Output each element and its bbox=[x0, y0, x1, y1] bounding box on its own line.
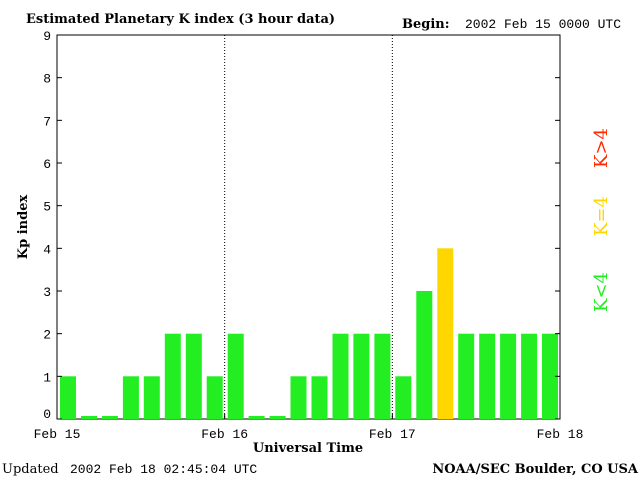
bar bbox=[311, 376, 328, 419]
begin-label: Begin: bbox=[402, 17, 450, 32]
bar bbox=[227, 333, 244, 419]
bar bbox=[290, 376, 307, 419]
bar bbox=[332, 333, 349, 419]
y-tick-label: 1 bbox=[43, 370, 51, 385]
bar bbox=[185, 333, 202, 419]
credit: NOAA/SEC Boulder, CO USA bbox=[432, 462, 639, 477]
y-tick-label: 7 bbox=[43, 114, 51, 129]
begin-value: 2002 Feb 15 0000 UTC bbox=[465, 17, 621, 32]
bar bbox=[500, 333, 517, 419]
bar bbox=[206, 376, 223, 419]
bar bbox=[122, 376, 139, 419]
bar bbox=[458, 333, 475, 419]
x-tick-label: Feb 17 bbox=[369, 427, 416, 442]
y-tick-label: 2 bbox=[43, 328, 51, 343]
bar bbox=[416, 291, 433, 419]
legend-above: K>4 bbox=[591, 128, 612, 168]
bar bbox=[353, 333, 370, 419]
updated-value: 2002 Feb 18 02:45:04 UTC bbox=[70, 462, 257, 477]
y-tick-label: 4 bbox=[43, 242, 51, 257]
y-tick-label: 9 bbox=[43, 29, 51, 44]
x-tick-label: Feb 18 bbox=[537, 427, 584, 442]
bar bbox=[269, 416, 286, 419]
y-tick-label: 0 bbox=[43, 407, 51, 422]
bar bbox=[164, 333, 181, 419]
y-tick-label: 5 bbox=[43, 200, 51, 215]
y-axis: 0 1 2 3 4 5 6 7 8 9 bbox=[43, 29, 560, 422]
x-axis-label: Universal Time bbox=[253, 441, 363, 456]
x-tick-label: Feb 16 bbox=[201, 427, 248, 442]
bars bbox=[60, 248, 558, 419]
y-axis-label: Kp index bbox=[16, 195, 31, 260]
bar bbox=[81, 416, 97, 419]
y-tick-label: 8 bbox=[43, 72, 51, 87]
bar bbox=[395, 376, 412, 419]
y-tick-label: 6 bbox=[43, 157, 51, 172]
updated-label: Updated bbox=[2, 462, 59, 477]
x-tick-label: Feb 15 bbox=[34, 427, 81, 442]
plot-frame bbox=[56, 34, 561, 420]
bar bbox=[542, 333, 558, 419]
bar bbox=[521, 333, 538, 419]
bar bbox=[374, 333, 391, 419]
bar bbox=[60, 376, 76, 419]
bar bbox=[101, 416, 118, 419]
x-axis: Feb 15 Feb 16 Feb 17 Feb 18 bbox=[34, 414, 584, 442]
y-tick-label: 3 bbox=[43, 285, 51, 300]
bar bbox=[479, 333, 496, 419]
legend-below: K<4 bbox=[591, 272, 612, 312]
bar bbox=[437, 248, 454, 419]
bar bbox=[248, 416, 265, 419]
day-separators bbox=[224, 35, 393, 419]
legend-equal: K=4 bbox=[591, 196, 612, 236]
bar bbox=[143, 376, 160, 419]
chart-title: Estimated Planetary K index (3 hour data… bbox=[26, 12, 335, 27]
